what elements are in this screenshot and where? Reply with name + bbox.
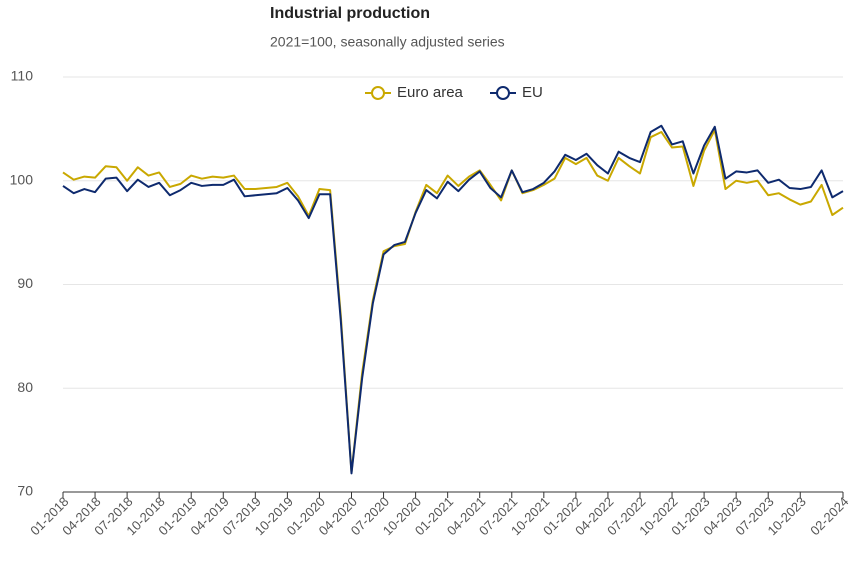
legend-label: Euro area xyxy=(397,84,464,101)
legend-symbol xyxy=(496,86,510,100)
y-tick-label: 100 xyxy=(10,171,34,187)
y-tick-label: 70 xyxy=(17,483,33,499)
legend-label: EU xyxy=(522,84,543,101)
y-tick-label: 110 xyxy=(11,68,34,84)
series-line xyxy=(62,128,844,474)
y-tick-label: 90 xyxy=(17,275,33,291)
chart-subtitle: 2021=100, seasonally adjusted series xyxy=(270,34,505,50)
y-tick-label: 80 xyxy=(17,379,33,395)
chart-title: Industrial production xyxy=(270,5,430,22)
series-line xyxy=(62,124,844,475)
legend-symbol xyxy=(371,86,385,100)
x-tick-label: 02-2024 xyxy=(807,494,851,538)
